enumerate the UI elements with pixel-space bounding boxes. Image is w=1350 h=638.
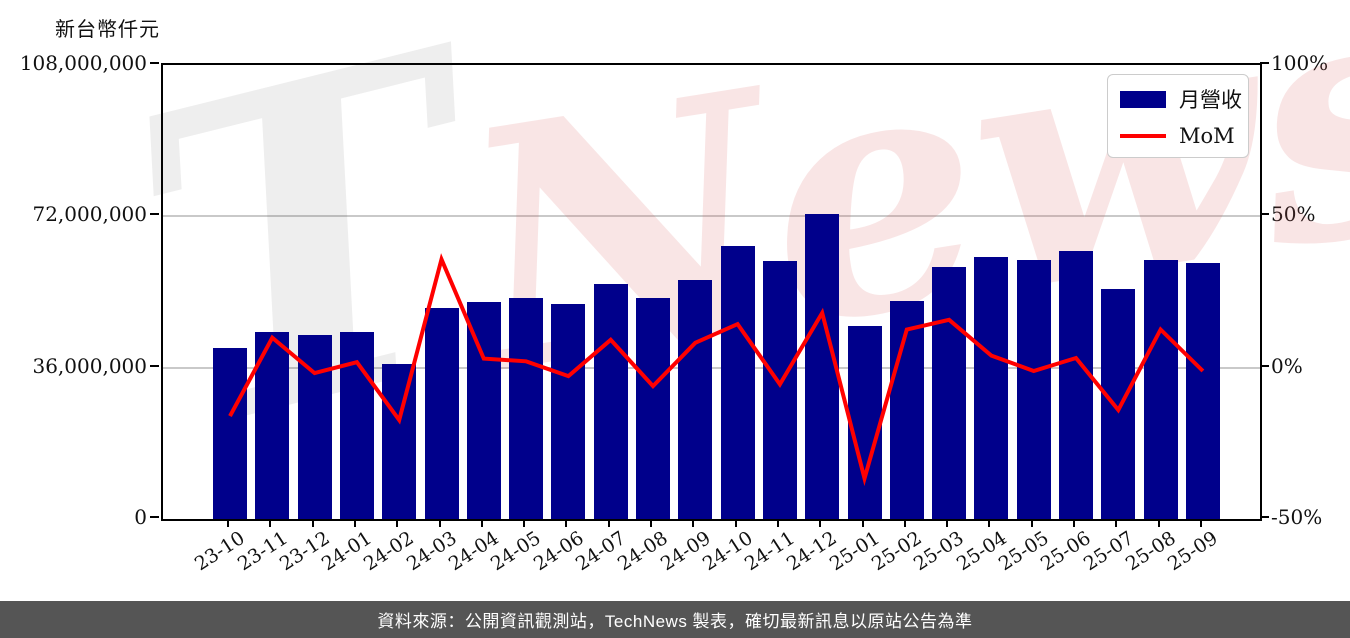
revenue-bar bbox=[636, 298, 670, 519]
x-axis-tick-mark bbox=[523, 519, 526, 527]
left-axis-tick-mark bbox=[150, 213, 159, 216]
left-axis-tick-mark bbox=[150, 364, 159, 367]
mom-line-path bbox=[228, 253, 1205, 487]
legend-row-revenue: 月營收 bbox=[1120, 84, 1242, 114]
x-axis-tick-mark bbox=[438, 519, 441, 527]
legend-bar-swatch bbox=[1120, 90, 1166, 108]
x-axis-tick-mark bbox=[861, 519, 864, 527]
right-axis-tick-label: -50% bbox=[1271, 505, 1323, 529]
revenue-bar bbox=[1101, 288, 1136, 519]
left-axis-tick-mark bbox=[150, 516, 159, 518]
source-footer: 資料來源：公開資訊觀測站，TechNews 製表，確切最新訊息以原站公告為準 bbox=[0, 601, 1350, 638]
right-axis-tick-mark bbox=[1260, 516, 1269, 518]
revenue-bar bbox=[762, 260, 797, 519]
legend-bar-label: 月營收 bbox=[1179, 88, 1242, 112]
revenue-bar bbox=[1059, 251, 1093, 519]
mom-line-layer bbox=[228, 253, 1205, 487]
revenue-bar bbox=[551, 303, 586, 519]
x-axis-tick-mark bbox=[1157, 519, 1160, 527]
revenue-bar bbox=[1185, 262, 1220, 519]
revenue-bar bbox=[847, 325, 882, 519]
left-axis-tick-label: 36,000,000 bbox=[32, 353, 147, 378]
x-axis-tick-mark bbox=[776, 519, 779, 527]
x-axis-tick-mark bbox=[1030, 519, 1033, 527]
revenue-bar bbox=[805, 214, 840, 519]
right-axis-tick-label: 0% bbox=[1271, 353, 1303, 378]
revenue-bar bbox=[509, 297, 544, 519]
x-axis-tick-mark bbox=[903, 519, 906, 527]
right-axis-tick-label: 50% bbox=[1271, 202, 1316, 227]
x-axis-tick-mark bbox=[1115, 519, 1118, 527]
x-axis-tick-mark bbox=[734, 519, 737, 527]
right-axis-tick-mark bbox=[1260, 213, 1269, 216]
revenue-bar bbox=[678, 280, 713, 519]
x-axis-tick-mark bbox=[607, 519, 610, 527]
revenue-bar bbox=[974, 256, 1009, 519]
revenue-bar bbox=[424, 308, 459, 519]
x-axis-tick-mark bbox=[819, 519, 822, 527]
revenue-bar bbox=[1143, 259, 1178, 519]
x-axis-tick-mark bbox=[269, 519, 272, 527]
left-axis-tick-label: 108,000,000 bbox=[19, 51, 147, 75]
right-axis-tick-mark bbox=[1260, 364, 1269, 367]
legend-row-mom: MoM bbox=[1120, 124, 1238, 148]
x-axis-tick-mark bbox=[396, 519, 399, 527]
left-axis-tick-label: 72,000,000 bbox=[32, 202, 147, 227]
left-axis-tick-label: 0 bbox=[134, 505, 147, 529]
x-axis-tick-mark bbox=[480, 519, 483, 527]
revenue-bar bbox=[720, 245, 755, 519]
revenue-bar bbox=[932, 266, 967, 519]
x-axis-tick-mark bbox=[1199, 519, 1202, 527]
legend-line-label: MoM bbox=[1179, 124, 1235, 148]
x-axis-tick-mark bbox=[311, 519, 314, 527]
revenue-bar bbox=[213, 348, 247, 519]
x-axis-tick-mark bbox=[353, 519, 356, 527]
source-footer-text: 資料來源：公開資訊觀測站，TechNews 製表，確切最新訊息以原站公告為準 bbox=[377, 612, 973, 631]
left-axis-tick-mark bbox=[150, 62, 159, 64]
revenue-bar bbox=[382, 363, 417, 519]
right-axis-tick-label: 100% bbox=[1271, 51, 1329, 75]
legend-line-swatch bbox=[1120, 134, 1166, 138]
x-axis-tick-mark bbox=[946, 519, 949, 527]
revenue-bar bbox=[1016, 259, 1051, 519]
right-axis-tick-mark bbox=[1260, 62, 1269, 64]
x-axis-tick-mark bbox=[565, 519, 568, 527]
x-axis-tick-mark bbox=[692, 519, 695, 527]
revenue-bar bbox=[593, 284, 628, 519]
gridline-50pct bbox=[163, 215, 1260, 218]
plot-area: 月營收 MoM bbox=[161, 63, 1262, 521]
x-axis-tick-mark bbox=[227, 519, 229, 527]
legend: 月營收 MoM bbox=[1107, 74, 1249, 158]
x-axis-tick-mark bbox=[988, 519, 991, 527]
x-axis-tick-mark bbox=[1073, 519, 1075, 527]
left-axis-title: 新台幣仟元 bbox=[55, 17, 160, 41]
revenue-bars-layer bbox=[163, 65, 1260, 519]
revenue-bar bbox=[889, 301, 924, 519]
x-axis-tick-mark bbox=[650, 519, 652, 527]
revenue-bar bbox=[466, 302, 501, 519]
